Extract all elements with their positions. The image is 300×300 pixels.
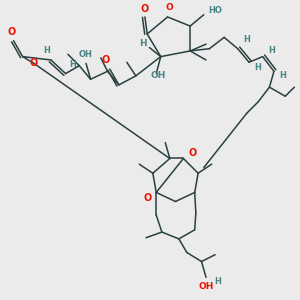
Text: HO: HO <box>208 6 222 15</box>
Text: H: H <box>268 46 275 56</box>
Text: O: O <box>101 55 110 65</box>
Text: H: H <box>280 71 286 80</box>
Text: OH: OH <box>151 71 166 80</box>
Text: H: H <box>43 46 50 56</box>
Text: H: H <box>214 278 221 286</box>
Text: O: O <box>30 58 38 68</box>
Text: O: O <box>166 3 174 12</box>
Text: H: H <box>255 63 262 72</box>
Text: O: O <box>188 148 196 158</box>
Text: H: H <box>243 35 250 44</box>
Text: OH: OH <box>79 50 93 59</box>
Text: OH: OH <box>198 282 214 291</box>
Text: O: O <box>7 27 15 37</box>
Text: H: H <box>139 38 146 47</box>
Text: O: O <box>141 4 149 14</box>
Text: O: O <box>143 193 151 203</box>
Text: H: H <box>69 60 76 69</box>
